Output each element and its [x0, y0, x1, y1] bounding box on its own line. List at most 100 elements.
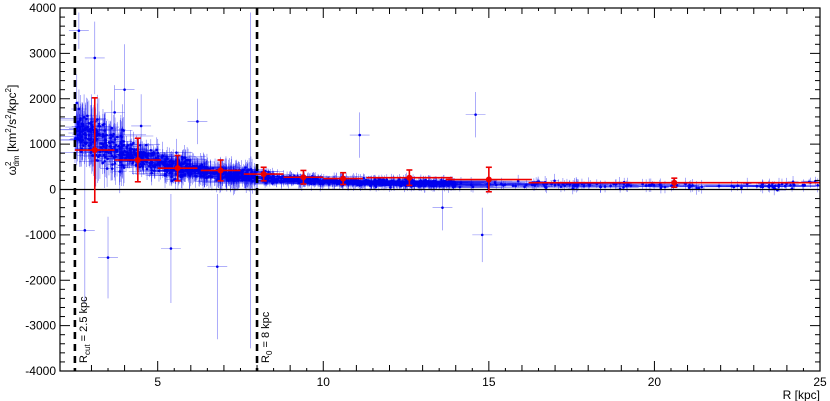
raw-point — [130, 155, 134, 158]
raw-point — [768, 184, 771, 187]
raw-point — [163, 172, 167, 176]
raw-point — [83, 132, 87, 135]
raw-point — [502, 183, 505, 187]
raw-point — [81, 129, 84, 133]
raw-point — [76, 120, 80, 124]
raw-point — [277, 175, 281, 179]
raw-point — [120, 154, 124, 158]
raw-point — [112, 141, 115, 144]
raw-point — [802, 184, 806, 187]
raw-point — [126, 143, 130, 147]
raw-point — [170, 175, 173, 179]
raw-point — [113, 111, 116, 114]
raw-point — [231, 175, 235, 179]
raw-point — [227, 179, 230, 183]
raw-point — [105, 167, 109, 170]
raw-point — [77, 29, 81, 32]
raw-point — [146, 156, 149, 159]
raw-point — [75, 138, 79, 141]
x-tick-label: 5 — [154, 375, 161, 389]
raw-point — [285, 179, 289, 183]
x-tick-label: 20 — [648, 375, 662, 389]
raw-point — [397, 181, 400, 184]
raw-point — [446, 180, 450, 184]
raw-point — [97, 124, 101, 128]
raw-point — [378, 178, 382, 181]
raw-point — [93, 56, 97, 60]
raw-point — [358, 133, 361, 137]
raw-point — [351, 181, 354, 184]
y-axis-label: ω2dm [km2/s2/kpc2] — [4, 85, 21, 176]
raw-point — [111, 163, 114, 166]
binned-marker — [174, 165, 181, 172]
raw-point — [166, 157, 169, 161]
raw-point — [435, 184, 438, 188]
raw-point — [90, 127, 94, 131]
raw-point — [480, 233, 484, 237]
raw-point — [777, 185, 780, 188]
raw-point — [312, 177, 315, 181]
raw-point — [267, 170, 270, 174]
raw-point — [347, 181, 350, 185]
raw-point — [151, 153, 155, 157]
raw-point — [106, 256, 110, 259]
raw-point — [145, 167, 149, 171]
raw-point — [432, 182, 436, 185]
raw-point — [267, 176, 271, 180]
raw-point — [168, 163, 171, 166]
binned-point — [243, 166, 284, 182]
raw-point — [79, 150, 83, 153]
raw-point — [84, 127, 87, 130]
binned-marker — [300, 174, 307, 181]
raw-point — [196, 120, 199, 123]
raw-point — [186, 171, 190, 175]
raw-point — [189, 168, 192, 172]
binned-data-layer — [74, 97, 820, 204]
raw-point — [215, 265, 219, 268]
y-tick-label: -3000 — [25, 319, 56, 333]
raw-point — [816, 184, 820, 187]
raw-point — [236, 175, 239, 179]
binned-marker — [91, 147, 98, 154]
raw-point — [80, 122, 84, 126]
y-tick-label: 3000 — [29, 46, 56, 60]
raw-point — [761, 183, 764, 186]
y-tick-label: 2000 — [29, 92, 56, 106]
raw-point — [75, 101, 79, 105]
binned-marker — [340, 175, 347, 182]
axes-layer: 5 10 15 20 25 -4000 -3000 -2000 -1000 0 1000 2000 30… — [25, 1, 827, 389]
y-tick-label: -4000 — [25, 364, 56, 378]
raw-point — [211, 171, 215, 174]
raw-point — [553, 179, 556, 183]
raw-point — [86, 114, 89, 118]
raw-point — [316, 179, 320, 182]
raw-point — [740, 186, 743, 190]
raw-point — [209, 172, 212, 175]
raw-point — [165, 170, 169, 174]
raw-point — [155, 148, 159, 152]
labels-layer: R [kpc] ω2dm [km2/s2/kpc2] — [4, 85, 820, 401]
raw-point — [103, 129, 107, 132]
raw-point — [695, 186, 698, 190]
raw-point — [199, 175, 203, 178]
raw-point — [374, 180, 377, 184]
raw-point — [129, 148, 132, 151]
binned-marker — [485, 176, 492, 183]
raw-point — [441, 206, 444, 209]
binned-point — [445, 166, 532, 193]
raw-point — [364, 182, 368, 186]
raw-point — [169, 247, 173, 250]
raw-data-layer — [60, 12, 820, 349]
x-tick-label: 15 — [482, 375, 496, 389]
raw-point — [119, 134, 123, 138]
binned-point — [366, 169, 453, 187]
binned-marker — [134, 157, 141, 164]
raw-point — [658, 182, 662, 186]
y-tick-label: -2000 — [25, 273, 56, 287]
binned-marker — [406, 174, 413, 181]
y-tick-label: -1000 — [25, 228, 56, 242]
raw-point — [98, 133, 101, 136]
raw-point — [100, 142, 103, 145]
raw-point — [105, 150, 108, 153]
